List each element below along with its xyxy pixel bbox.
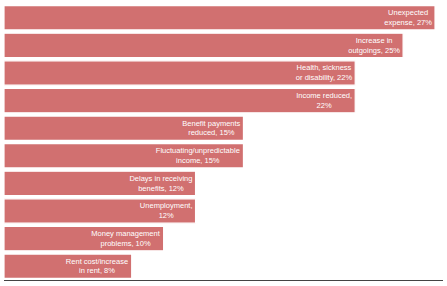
svg-text:Income reduced,22%: Income reduced,22% xyxy=(296,91,352,110)
svg-text:Health, sicknessor disability,: Health, sicknessor disability, 22% xyxy=(296,63,353,82)
svg-text:Unemployment,12%: Unemployment,12% xyxy=(140,201,193,220)
svg-text:Delays in receivingbenefits, 1: Delays in receivingbenefits, 12% xyxy=(129,174,192,193)
svg-text:Unexpectedexpense, 27%: Unexpectedexpense, 27% xyxy=(384,8,432,27)
svg-text:Rent cost/increasein rent, 8%: Rent cost/increasein rent, 8% xyxy=(66,257,128,276)
svg-text:Money managementproblems, 10%: Money managementproblems, 10% xyxy=(91,229,160,248)
svg-text:Increase inoutgoings, 25%: Increase inoutgoings, 25% xyxy=(348,36,400,55)
svg-text:Benefit paymentsreduced, 15%: Benefit paymentsreduced, 15% xyxy=(182,119,240,138)
svg-text:Fluctuating/unpredictableincom: Fluctuating/unpredictableincome, 15% xyxy=(156,146,240,165)
